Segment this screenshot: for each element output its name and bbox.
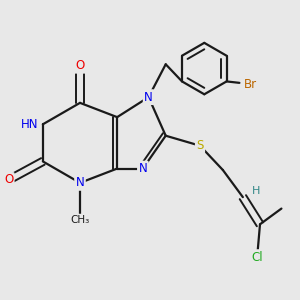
Text: CH₃: CH₃ <box>70 215 90 225</box>
Text: H: H <box>251 186 260 197</box>
Text: O: O <box>4 173 13 187</box>
Text: Cl: Cl <box>251 250 263 264</box>
Text: Br: Br <box>244 78 257 91</box>
Text: N: N <box>76 176 84 189</box>
Text: HN: HN <box>21 118 39 131</box>
Text: O: O <box>75 59 85 72</box>
Text: N: N <box>139 162 147 175</box>
Text: N: N <box>144 91 153 103</box>
Text: S: S <box>196 139 204 152</box>
